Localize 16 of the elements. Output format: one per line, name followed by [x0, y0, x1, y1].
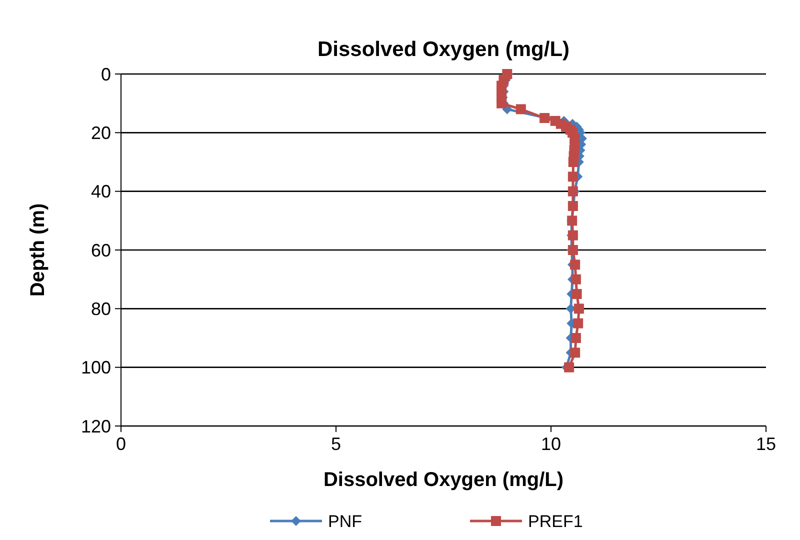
x-axis-title: Dissolved Oxygen (mg/L) — [323, 469, 564, 491]
y-tick-label: 80 — [90, 298, 111, 319]
y-tick-label: 20 — [90, 122, 111, 143]
y-tick-label: 40 — [90, 182, 111, 202]
x-tick-label: 10 — [540, 434, 562, 454]
x-tick-label: 0 — [116, 434, 126, 454]
y-tick-label: 100 — [80, 358, 111, 378]
x-tick-label: 5 — [330, 434, 342, 454]
x-tick-label: 15 — [756, 434, 776, 454]
legend-label: PNF — [328, 512, 362, 531]
y-tick-label: 0 — [100, 64, 111, 84]
y-tick-label: 120 — [80, 416, 111, 436]
legend-label: PREF1 — [528, 512, 583, 531]
chart-title: Dissolved Oxygen (mg/L) — [317, 38, 570, 61]
y-axis-title: Depth (m) — [27, 203, 49, 297]
y-tick-label: 60 — [90, 240, 111, 260]
